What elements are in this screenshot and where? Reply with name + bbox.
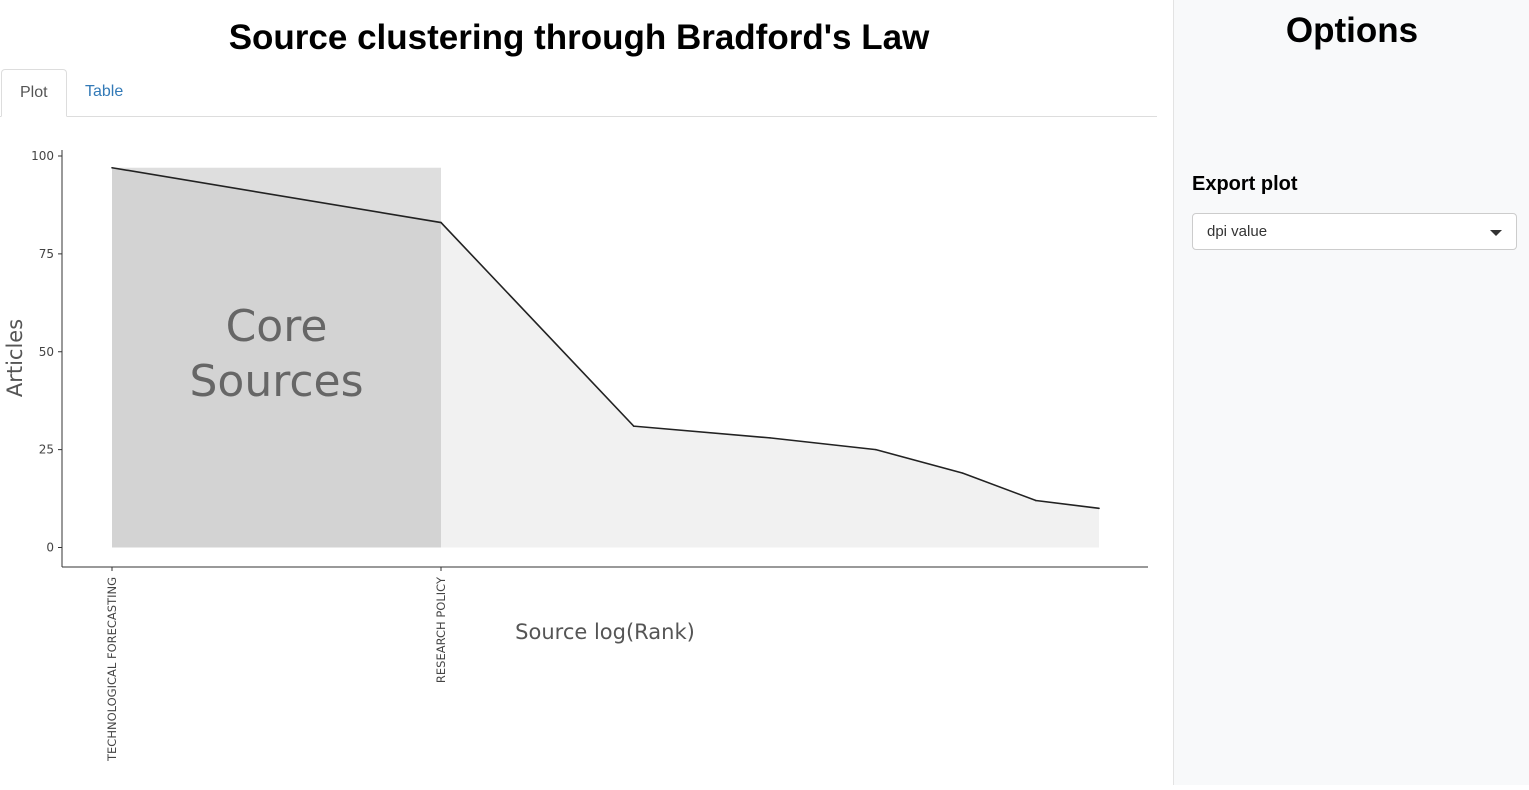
dpi-select-value: dpi value	[1207, 223, 1268, 240]
x-tick-label: RESEARCH POLICY	[434, 576, 448, 683]
data-point	[961, 472, 964, 474]
data-point	[1035, 499, 1037, 502]
main-panel: Source clustering through Bradford's Law…	[0, 18, 1160, 785]
core-zone-area	[112, 167, 441, 548]
y-tick-label: 100	[31, 149, 54, 163]
x-tick-label: TECHNOLOGICAL FORECASTING	[105, 577, 119, 762]
dpi-select[interactable]: dpi value	[1192, 213, 1517, 250]
sidebar-title: Options	[1285, 11, 1419, 50]
y-tick-label: 0	[46, 541, 54, 555]
data-point	[632, 425, 635, 427]
data-point	[769, 437, 771, 439]
core-label-line1: Core	[226, 301, 328, 352]
data-point	[440, 221, 442, 224]
bradford-chart: Core Sources 0 25 50 75 100 TECHNOLOGICAL FOREC…	[0, 130, 1160, 785]
series-line	[111, 166, 1100, 510]
y-axis-title: Articles	[3, 319, 27, 397]
page-title: Source clustering through Bradford's Law	[228, 18, 930, 57]
data-point	[1098, 507, 1100, 510]
tab-table[interactable]: Table	[85, 83, 124, 100]
options-sidebar: Options Export plot dpi value	[1173, 0, 1529, 785]
y-tick-label: 75	[39, 247, 54, 261]
y-tick-label: 25	[39, 443, 54, 457]
export-plot-label: Export plot	[1192, 173, 1298, 195]
tab-plot[interactable]: Plot	[1, 69, 67, 117]
data-point	[875, 448, 877, 451]
data-point	[111, 166, 113, 169]
tab-bar: Plot Table	[0, 69, 1157, 117]
x-axis-title: Source log(Rank)	[515, 620, 695, 644]
chevron-down-icon	[1490, 230, 1502, 236]
y-tick-label: 50	[39, 345, 54, 359]
core-label-line2: Sources	[189, 356, 363, 407]
